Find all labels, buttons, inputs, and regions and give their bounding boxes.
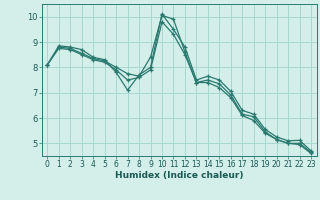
X-axis label: Humidex (Indice chaleur): Humidex (Indice chaleur) [115, 171, 244, 180]
